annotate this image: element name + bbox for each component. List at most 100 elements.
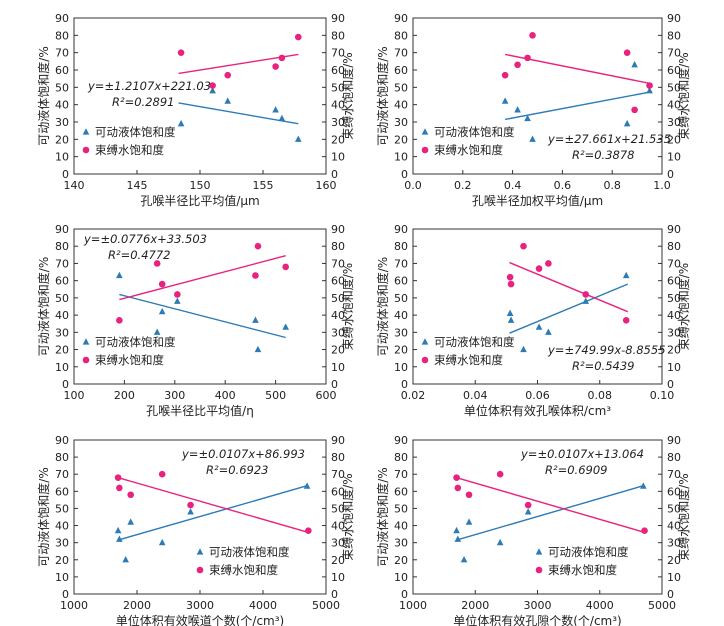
y-axis-title-left: 可动液体饱和度/% [375, 257, 390, 356]
x-tick-label: 4000 [249, 599, 277, 612]
y-tick-label-right: 20 [331, 344, 345, 357]
chart-panel-3: 0 0 10 10 20 20 30 30 40 40 50 50 60 60 70 70 80 80 90 90 10… [36, 223, 355, 418]
legend-marker-movable [82, 338, 90, 345]
point-bound [524, 501, 532, 509]
y-tick-label: 30 [394, 326, 408, 339]
point-movable [631, 61, 638, 68]
y-tick-label: 0 [62, 168, 69, 181]
legend-label-bound: 束缚水饱和度 [209, 563, 278, 577]
x-tick-label: 0.6 [554, 179, 572, 192]
y-tick-label: 60 [55, 275, 69, 288]
point-bound [177, 49, 185, 56]
y-tick-label: 30 [394, 537, 408, 550]
point-movable [640, 482, 647, 489]
point-bound [272, 63, 279, 70]
r-squared: R²=0.6923 [206, 463, 268, 477]
x-tick-label: 155 [253, 179, 274, 192]
point-movable [303, 482, 311, 489]
y-tick-label: 60 [394, 64, 408, 77]
y-tick-label-right: 10 [331, 361, 345, 374]
point-movable [646, 87, 653, 94]
y-tick-label-right: 0 [667, 168, 674, 181]
y-tick-label: 20 [55, 133, 69, 146]
point-movable [524, 508, 532, 515]
y-tick-label: 50 [55, 292, 69, 305]
y-tick-label: 40 [394, 520, 408, 533]
fit-equation: y=±1.2107x+221.03 [87, 79, 211, 93]
y-tick-label-right: 60 [331, 64, 345, 77]
y-tick-label-right: 30 [667, 326, 681, 339]
y-tick-label: 10 [394, 151, 408, 164]
point-bound [465, 491, 473, 499]
y-tick-label-right: 0 [331, 378, 338, 391]
point-bound [545, 260, 552, 267]
y-tick-label-right: 0 [331, 588, 338, 601]
point-movable [127, 518, 134, 525]
y-tick-label-right: 90 [331, 434, 345, 447]
point-movable [252, 316, 259, 323]
x-tick-label: 3000 [186, 599, 214, 612]
point-movable [514, 106, 521, 113]
point-movable [582, 297, 590, 304]
y-axis-title-right: 束缚水饱和度/% [676, 473, 691, 560]
y-tick-label-right: 10 [667, 151, 681, 164]
legend-label-movable: 可动液体饱和度 [95, 335, 176, 349]
point-movable [465, 518, 473, 525]
point-bound [501, 71, 509, 79]
fit-line-movable [505, 90, 653, 121]
y-tick-label: 80 [394, 451, 408, 464]
y-tick-label-right: 40 [331, 520, 345, 533]
point-bound [524, 54, 531, 62]
y-tick-label-right: 60 [667, 64, 681, 77]
fit-line-movable [119, 293, 286, 339]
y-tick-label: 80 [55, 240, 69, 253]
y-tick-label-right: 40 [331, 99, 345, 112]
y-tick-label-right: 90 [331, 12, 345, 25]
point-bound [252, 272, 259, 279]
x-tick-label: 0.10 [650, 389, 675, 402]
x-tick-label: 1.0 [653, 179, 671, 192]
point-bound [153, 260, 161, 267]
fit-equation: y=±0.0776x+33.503 [83, 232, 207, 246]
y-axis-title-right: 束缚水饱和度/% [340, 52, 355, 139]
point-movable [187, 508, 194, 515]
y-axis-title-right: 束缚水饱和度/% [676, 263, 691, 350]
point-movable [453, 526, 460, 534]
y-tick-label: 80 [394, 29, 408, 42]
y-tick-label-right: 50 [331, 81, 345, 94]
y-tick-label: 80 [55, 29, 69, 42]
y-tick-label-right: 10 [667, 361, 681, 374]
y-tick-label-right: 60 [667, 275, 681, 288]
legend-label-movable: 可动液体饱和度 [95, 125, 176, 139]
y-tick-label-right: 70 [331, 257, 345, 270]
point-bound [114, 474, 122, 481]
point-movable [177, 119, 185, 127]
x-tick-label: 1000 [399, 599, 427, 612]
y-tick-label: 10 [55, 151, 69, 164]
point-movable [278, 114, 286, 122]
y-tick-label-right: 60 [331, 275, 345, 288]
y-tick-label-right: 80 [331, 29, 345, 42]
x-tick-label: 0.08 [588, 389, 613, 402]
x-tick-label: 0.2 [454, 179, 472, 192]
legend-marker-movable [535, 548, 543, 555]
chart-panel-4: 0 0 10 10 20 20 30 30 40 40 50 50 60 60 70 70 80 80 90 90 0.… [375, 223, 691, 418]
y-tick-label: 20 [55, 344, 69, 357]
r-squared: R²=0.2891 [112, 95, 174, 109]
y-tick-label: 60 [394, 485, 408, 498]
y-tick-label-right: 10 [331, 151, 345, 164]
legend-marker-movable [82, 128, 90, 135]
point-movable [114, 526, 122, 534]
point-bound [116, 316, 123, 324]
x-axis-title: 孔喉半径比平均值/μm [140, 193, 259, 208]
y-tick-label-right: 80 [667, 451, 681, 464]
point-bound [127, 491, 134, 499]
x-tick-label: 400 [215, 389, 236, 402]
x-axis-title: 单位体积有效孔喉体积/cm³ [464, 403, 611, 418]
x-tick-label: 1000 [60, 599, 88, 612]
point-movable [524, 114, 531, 122]
y-tick-label: 90 [55, 12, 69, 25]
y-tick-label: 40 [55, 520, 69, 533]
y-tick-label: 0 [62, 588, 69, 601]
